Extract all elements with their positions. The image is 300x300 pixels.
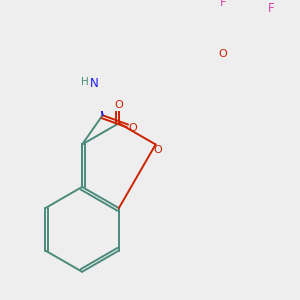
Text: O: O (115, 100, 123, 110)
Text: O: O (218, 49, 227, 59)
Text: F: F (220, 0, 226, 9)
Text: O: O (154, 146, 163, 155)
Text: O: O (128, 123, 137, 133)
Text: N: N (90, 77, 99, 90)
Text: H: H (81, 77, 89, 87)
Text: F: F (268, 2, 275, 15)
